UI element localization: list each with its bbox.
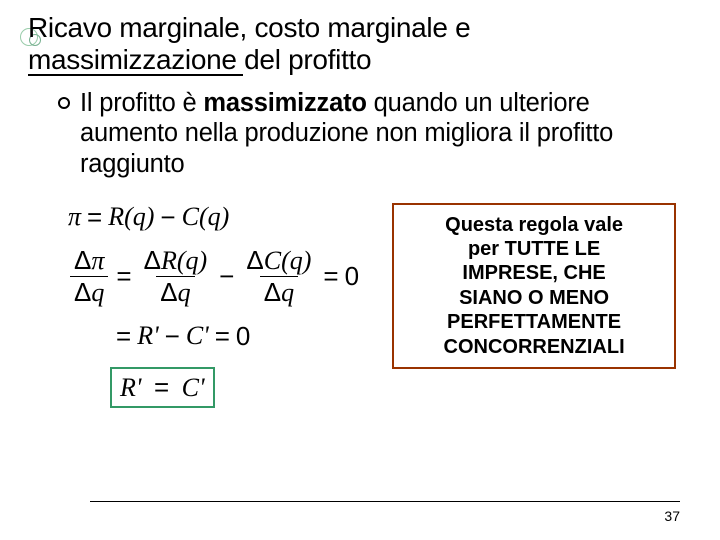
frac-dpi-dq: Δπ Δq	[70, 247, 108, 306]
bullet-block: Il profitto è massimizzato quando un ult…	[28, 88, 692, 178]
page-number: 37	[664, 508, 680, 524]
bullet-text: Il profitto è massimizzato quando un ult…	[80, 88, 682, 178]
callout-box: Questa regola vale per TUTTE LE IMPRESE,…	[392, 203, 676, 369]
math-line-2: Δπ Δq = ΔR(q) Δq − ΔC(q) Δq = 0	[68, 247, 384, 306]
math-line-4: R' = C'	[110, 367, 384, 409]
boxed-result: R' = C'	[110, 367, 215, 409]
bullet-icon	[58, 97, 70, 109]
title-line1: Ricavo marginale, costo marginale e	[28, 12, 470, 43]
footer-rule	[90, 501, 680, 503]
title-area: Ricavo marginale, costo marginale e mass…	[28, 12, 692, 76]
math-column: π = R(q) − C(q) Δπ Δq = ΔR(q) Δq − ΔC(q)	[68, 203, 384, 425]
math-line-3: = R' − C' = 0	[110, 322, 384, 351]
frac-dR-dq: ΔR(q) Δq	[140, 247, 212, 306]
slide: Ricavo marginale, costo marginale e mass…	[0, 0, 720, 540]
frac-dC-dq: ΔC(q) Δq	[242, 247, 315, 306]
content-row: π = R(q) − C(q) Δπ Δq = ΔR(q) Δq − ΔC(q)	[28, 203, 692, 425]
math-line-1: π = R(q) − C(q)	[68, 203, 384, 232]
page-title: Ricavo marginale, costo marginale e mass…	[28, 12, 692, 76]
title-line2: massimizzazione del profitto	[28, 44, 371, 75]
